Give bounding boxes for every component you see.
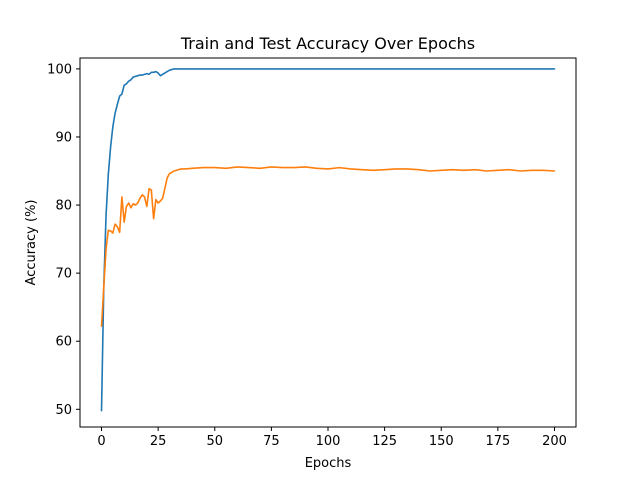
x-tick-label: 0: [97, 434, 105, 449]
chart-title: Train and Test Accuracy Over Epochs: [180, 34, 475, 53]
y-tick-label: 70: [55, 267, 72, 282]
y-tick-label: 80: [55, 199, 72, 214]
series-line-2: [100, 166, 556, 328]
plot-area: [80, 58, 576, 427]
x-tick-label: 75: [263, 434, 280, 449]
x-tick-label: 100: [316, 434, 341, 449]
x-tick-label: 150: [429, 434, 454, 449]
x-tick-label: 50: [206, 434, 223, 449]
x-tick-label: 125: [372, 434, 397, 449]
y-tick-label: 90: [55, 130, 72, 145]
y-axis-ticks: 50 60 70 80 90 100: [47, 62, 80, 418]
x-tick-label: 175: [485, 434, 510, 449]
x-axis-ticks: 0 25 50 75 100 125 150 175 200: [97, 427, 567, 449]
x-axis-label: Epochs: [305, 456, 352, 471]
y-axis-label: Accuracy (%): [24, 200, 39, 286]
series-layer: [100, 68, 556, 412]
x-tick-label: 200: [542, 434, 567, 449]
x-tick-label: 25: [150, 434, 167, 449]
series-line-1: [100, 68, 556, 412]
y-tick-label: 50: [55, 403, 72, 418]
y-tick-label: 60: [55, 335, 72, 350]
y-tick-label: 100: [47, 62, 72, 77]
